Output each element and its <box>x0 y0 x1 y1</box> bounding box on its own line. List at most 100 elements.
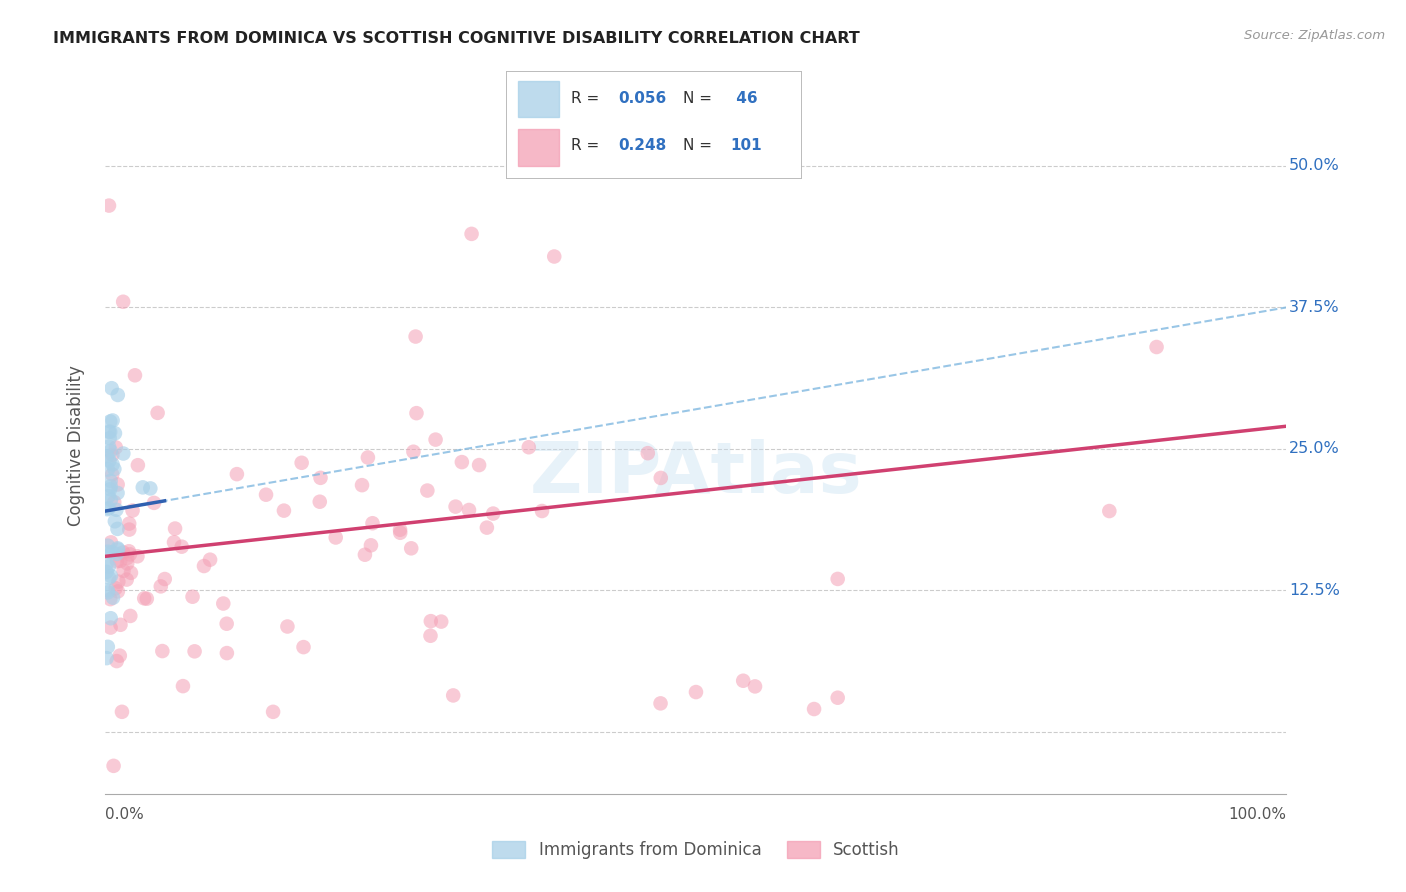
Point <box>153 572 176 586</box>
Point <box>276 619 298 633</box>
Point <box>163 535 186 549</box>
Point <box>97 544 120 558</box>
Point <box>108 648 131 663</box>
Point <box>104 581 127 595</box>
Point <box>354 548 377 562</box>
Point <box>146 406 169 420</box>
Point <box>803 702 825 716</box>
Text: Source: ZipAtlas.com: Source: ZipAtlas.com <box>1244 29 1385 42</box>
Point <box>744 680 766 694</box>
Point <box>134 591 156 606</box>
Point <box>172 679 194 693</box>
Point <box>97 640 120 654</box>
Text: 0.0%: 0.0% <box>105 807 145 822</box>
Point <box>143 496 166 510</box>
Point <box>105 554 128 568</box>
Point <box>101 448 124 462</box>
Point <box>100 621 122 635</box>
Bar <box>517 129 560 166</box>
Point <box>100 474 122 488</box>
Point <box>105 502 128 516</box>
Point <box>100 535 122 549</box>
Text: N =: N = <box>683 91 717 106</box>
Point <box>183 644 205 658</box>
Point <box>149 579 172 593</box>
Point <box>193 559 215 574</box>
Point <box>120 609 142 624</box>
Point <box>733 673 755 688</box>
Point <box>309 471 332 485</box>
Point <box>135 591 157 606</box>
Text: ZIPAtlas: ZIPAtlas <box>530 440 862 508</box>
Point <box>118 523 141 537</box>
Point <box>107 541 129 556</box>
Point <box>101 458 124 472</box>
Point <box>101 413 124 427</box>
Point <box>112 545 135 559</box>
Point <box>181 590 204 604</box>
Point <box>98 592 121 607</box>
Point <box>212 597 235 611</box>
Point <box>96 557 118 571</box>
Point <box>225 467 247 482</box>
Text: 100.0%: 100.0% <box>1229 807 1286 822</box>
Point <box>103 462 125 476</box>
Point <box>98 482 121 496</box>
Point <box>650 697 672 711</box>
Point <box>215 646 238 660</box>
Point <box>112 564 135 578</box>
Point <box>1098 504 1121 518</box>
Point <box>101 467 124 482</box>
Point <box>100 444 122 458</box>
Point <box>112 446 135 460</box>
Text: 46: 46 <box>731 91 758 106</box>
Point <box>132 480 155 494</box>
Point <box>389 523 412 537</box>
Point <box>118 544 141 558</box>
Point <box>103 495 125 509</box>
Point <box>139 482 162 496</box>
Point <box>118 516 141 531</box>
Point <box>98 440 121 454</box>
Text: N =: N = <box>683 138 717 153</box>
Point <box>650 471 672 485</box>
Point <box>107 522 129 536</box>
Point <box>98 559 121 574</box>
Point <box>292 640 315 654</box>
Text: 25.0%: 25.0% <box>1289 442 1340 457</box>
Point <box>827 690 849 705</box>
Point <box>111 705 134 719</box>
Point <box>100 381 122 395</box>
Point <box>430 615 453 629</box>
Point <box>115 557 138 571</box>
Point <box>402 444 425 458</box>
Point <box>460 227 482 241</box>
Text: R =: R = <box>571 138 605 153</box>
Point <box>100 569 122 583</box>
Text: R =: R = <box>571 91 605 106</box>
Point <box>98 571 121 585</box>
Point <box>254 488 277 502</box>
Text: 101: 101 <box>731 138 762 153</box>
Point <box>405 329 427 343</box>
Point <box>110 554 132 568</box>
Point <box>325 531 347 545</box>
Point <box>262 705 284 719</box>
Text: IMMIGRANTS FROM DOMINICA VS SCOTTISH COGNITIVE DISABILITY CORRELATION CHART: IMMIGRANTS FROM DOMINICA VS SCOTTISH COG… <box>53 31 860 46</box>
Point <box>115 573 138 587</box>
Point <box>98 425 121 439</box>
Point <box>389 525 412 540</box>
Point <box>98 453 121 467</box>
Point <box>104 441 127 455</box>
Point <box>361 516 384 531</box>
Point <box>124 368 146 383</box>
Point <box>104 514 127 528</box>
Point <box>165 522 187 536</box>
Point <box>441 689 464 703</box>
Point <box>107 584 129 599</box>
Point <box>97 501 120 516</box>
Point <box>416 483 439 498</box>
Point <box>425 433 447 447</box>
Point <box>419 629 441 643</box>
Point <box>150 644 173 658</box>
